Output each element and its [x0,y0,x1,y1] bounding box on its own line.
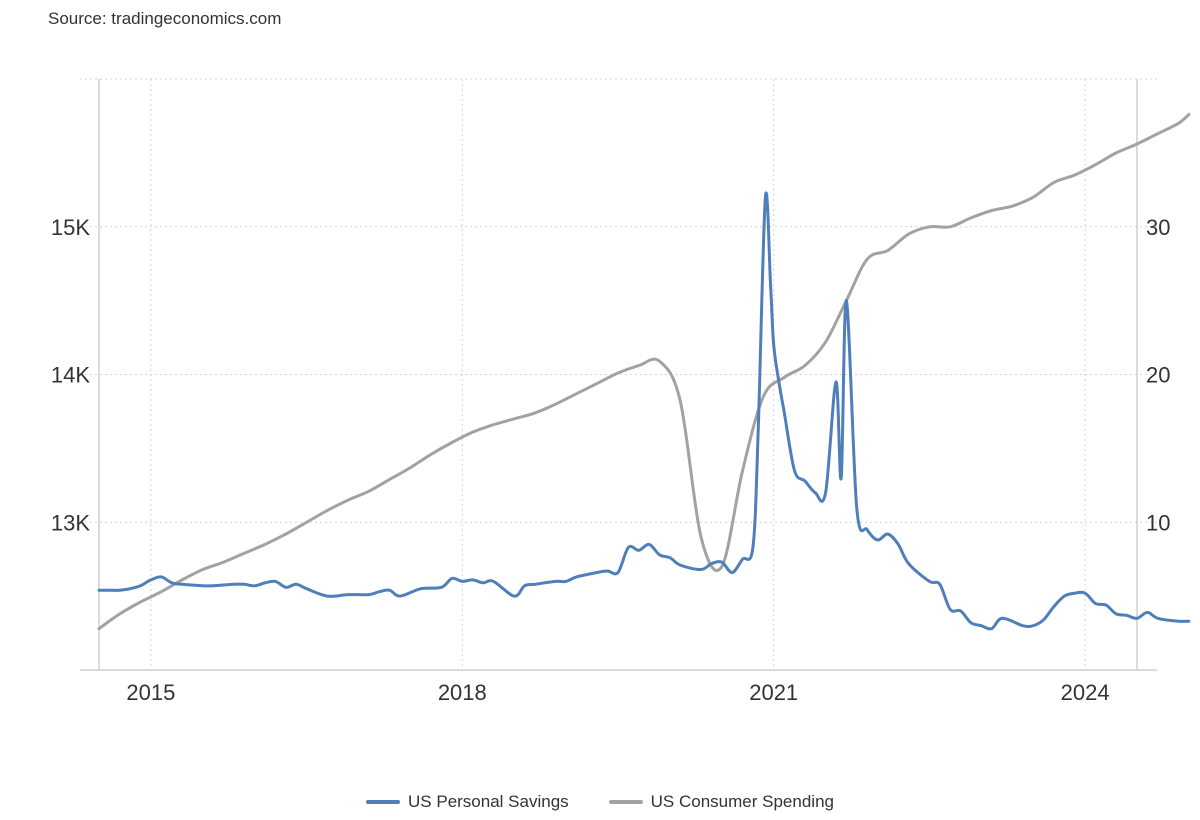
x-tick-label: 2015 [126,680,175,705]
x-tick-label: 2021 [749,680,798,705]
y-right-tick-label: 30 [1146,215,1170,240]
chart-ticks: 13K 14K 15K 10 20 30 2015 2018 2021 2024 [51,215,1171,705]
legend-item-us-consumer-spending[interactable]: US Consumer Spending [608,792,834,812]
chart-series [97,113,1191,631]
y-right-tick-label: 10 [1146,510,1170,535]
chart: 13K 14K 15K 10 20 30 2015 2018 2021 2024 [51,78,1191,705]
legend-label: US Personal Savings [408,792,569,811]
y-left-tick-label: 13K [51,510,90,535]
series-line-us-consumer-spending [97,113,1191,631]
y-left-tick-label: 14K [51,363,90,388]
chart-legend: US Personal Savings US Consumer Spending [0,792,1200,812]
legend-swatch [366,800,401,804]
y-left-tick-label: 15K [51,215,90,240]
chart-axes [80,79,1157,671]
series-line-us-personal-savings [97,191,1191,631]
source-label: Source: tradingeconomics.com [48,9,282,28]
y-right-tick-label: 20 [1146,363,1170,388]
legend-label: US Consumer Spending [650,792,834,811]
legend-item-us-personal-savings[interactable]: US Personal Savings [366,792,569,812]
legend-swatch [608,800,643,804]
x-tick-label: 2018 [438,680,487,705]
x-tick-label: 2024 [1061,680,1110,705]
chart-grid [80,78,1157,670]
